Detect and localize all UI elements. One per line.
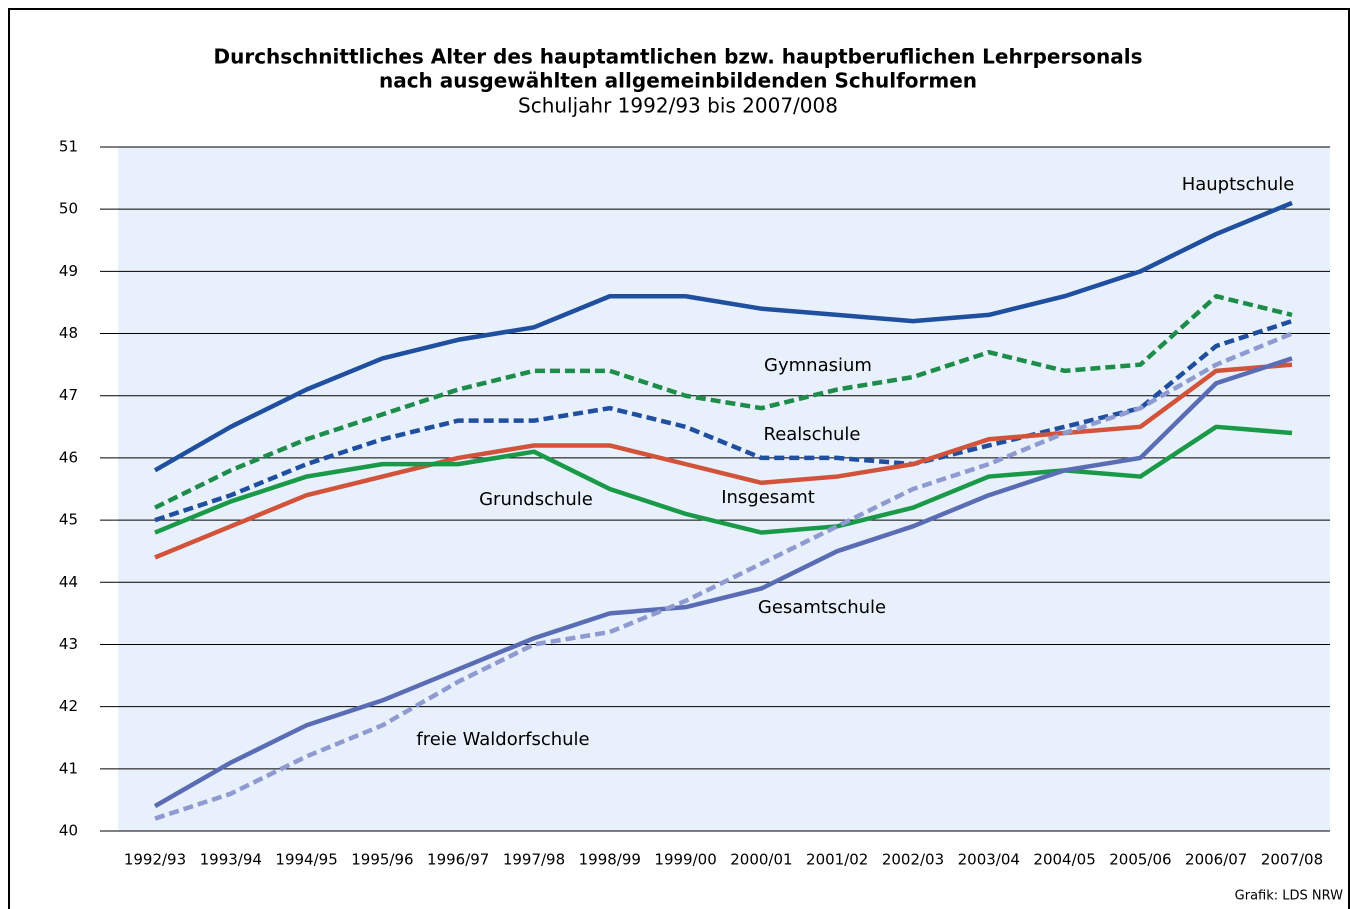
x-tick-label: 1993/94: [200, 851, 262, 869]
y-tick-label: 44: [59, 573, 78, 591]
y-tick-label: 41: [59, 759, 78, 777]
series-label: Realschule: [764, 424, 861, 445]
x-tick-label: 1998/99: [579, 851, 641, 869]
y-tick-label: 49: [59, 262, 78, 280]
series-label: Gymnasium: [764, 355, 872, 376]
y-tick-label: 45: [59, 511, 78, 529]
chart-title: Durchschnittliches Alter des hauptamtlic…: [214, 45, 1143, 69]
plot-area: [118, 147, 1330, 831]
series-label: Insgesamt: [721, 487, 815, 508]
x-tick-label: 2006/07: [1185, 851, 1247, 869]
series-line: [154, 331, 1293, 821]
x-tick-label: 1995/96: [351, 851, 413, 869]
y-tick-label: 46: [59, 448, 78, 466]
x-tick-label: 1994/95: [275, 851, 337, 869]
series-label: Grundschule: [479, 489, 593, 510]
series-line: [154, 318, 1293, 523]
series-line: [154, 424, 1293, 535]
chart-subtitle: Schuljahr 1992/93 bis 2007/008: [518, 94, 838, 118]
x-tick-label: 1999/00: [654, 851, 716, 869]
series-line: [153, 200, 1293, 473]
series-line: [153, 356, 1293, 809]
x-tick-label: 2003/04: [958, 851, 1020, 869]
y-tick-label: 48: [59, 324, 78, 342]
x-tick-label: 2007/08: [1261, 851, 1323, 869]
chart-title: nach ausgewählten allgemeinbildenden Sch…: [379, 69, 977, 93]
y-tick-label: 43: [59, 635, 78, 653]
y-tick-label: 50: [59, 200, 78, 218]
x-tick-label: 2000/01: [730, 851, 792, 869]
source: Grafik: LDS NRW: [1235, 889, 1343, 904]
series-label: Hauptschule: [1182, 174, 1295, 195]
x-tick-label: 1996/97: [427, 851, 489, 869]
x-tick-label: 1992/93: [124, 851, 186, 869]
x-tick-label: 1997/98: [503, 851, 565, 869]
x-tick-label: 2002/03: [882, 851, 944, 869]
y-tick-label: 47: [59, 386, 78, 404]
series-label: freie Waldorfschule: [416, 729, 589, 750]
y-tick-label: 40: [59, 822, 78, 840]
x-tick-label: 2001/02: [806, 851, 868, 869]
y-tick-label: 42: [59, 697, 78, 715]
series-label: Gesamtschule: [758, 597, 886, 618]
series-line: [154, 362, 1293, 560]
x-tick-label: 2004/05: [1033, 851, 1095, 869]
y-tick-label: 51: [59, 138, 78, 156]
x-tick-label: 2005/06: [1109, 851, 1171, 869]
